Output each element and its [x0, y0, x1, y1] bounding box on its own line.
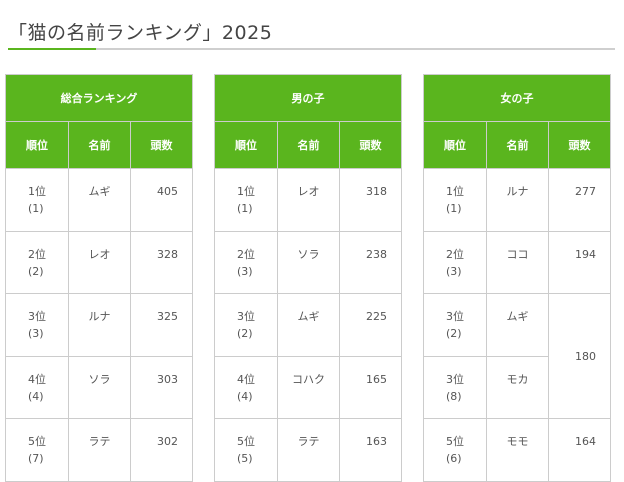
rank-cell: 3位 (3) — [5, 293, 69, 357]
name-cell: ラテ — [277, 418, 340, 482]
count-cell: 165 — [339, 355, 402, 419]
name-cell: レオ — [277, 168, 340, 232]
table-row: 3位 (8) モカ — [423, 355, 611, 419]
rank-cell: 2位 (2) — [5, 230, 69, 294]
table-row: 4位 (4) ソラ 303 — [5, 355, 193, 419]
table-row: 2位 (3) ココ 194 — [423, 230, 611, 294]
column-header-count: 頭数 — [548, 121, 611, 169]
count-cell: 164 — [548, 418, 611, 482]
table-row: 1位 (1) ルナ 277 — [423, 168, 611, 232]
title-divider — [8, 48, 615, 50]
name-cell: ルナ — [486, 168, 549, 232]
page-title: 「猫の名前ランキング」2025 — [8, 22, 273, 44]
title-divider-accent — [8, 48, 96, 50]
name-cell: ムギ — [68, 168, 131, 232]
count-cell: 163 — [339, 418, 402, 482]
table-row: 5位 (7) ラテ 302 — [5, 418, 193, 482]
rank-cell: 2位 (3) — [423, 230, 487, 294]
rank-cell: 4位 (4) — [214, 355, 278, 419]
rank-cell: 3位 (2) — [214, 293, 278, 357]
count-cell: 194 — [548, 230, 611, 294]
column-header-rank: 順位 — [214, 121, 278, 169]
table-row: 1位 (1) ムギ 405 — [5, 168, 193, 232]
name-cell: ソラ — [68, 355, 131, 419]
count-cell: 225 — [339, 293, 402, 357]
name-cell: モモ — [486, 418, 549, 482]
overall-ranking-table: 総合ランキング 順位 名前 頭数 1位 (1) ムギ 405 2位 (2) レオ 3… — [5, 74, 193, 482]
rank-cell: 2位 (3) — [214, 230, 278, 294]
name-cell: ムギ — [277, 293, 340, 357]
table-row: 5位 (6) モモ 164 — [423, 418, 611, 482]
count-cell: 325 — [130, 293, 193, 357]
name-cell: ソラ — [277, 230, 340, 294]
column-header-name: 名前 — [486, 121, 549, 169]
column-header-count: 頭数 — [339, 121, 402, 169]
table-row: 3位 (2) ムギ 225 — [214, 293, 402, 357]
rank-cell: 5位 (6) — [423, 418, 487, 482]
rank-cell: 5位 (5) — [214, 418, 278, 482]
rank-cell: 4位 (4) — [5, 355, 69, 419]
count-cell: 405 — [130, 168, 193, 232]
table-row: 3位 (3) ルナ 325 — [5, 293, 193, 357]
count-cell: 238 — [339, 230, 402, 294]
rank-cell: 3位 (8) — [423, 355, 487, 419]
table-row: 4位 (4) コハク 165 — [214, 355, 402, 419]
count-cell: 318 — [339, 168, 402, 232]
table-row: 1位 (1) レオ 318 — [214, 168, 402, 232]
column-header-rank: 順位 — [5, 121, 69, 169]
male-ranking-table: 男の子 順位 名前 頭数 1位 (1) レオ 318 2位 (3) ソラ 238 3… — [214, 74, 402, 482]
name-cell: ムギ — [486, 293, 549, 357]
table-row: 5位 (5) ラテ 163 — [214, 418, 402, 482]
table-row: 2位 (3) ソラ 238 — [214, 230, 402, 294]
rank-cell: 1位 (1) — [5, 168, 69, 232]
name-cell: コハク — [277, 355, 340, 419]
female-ranking-table: 女の子 順位 名前 頭数 1位 (1) ルナ 277 2位 (3) ココ 194 3… — [423, 74, 611, 482]
column-header-rank: 順位 — [423, 121, 487, 169]
table-caption: 女の子 — [423, 74, 611, 122]
table-row: 2位 (2) レオ 328 — [5, 230, 193, 294]
column-header-count: 頭数 — [130, 121, 193, 169]
name-cell: モカ — [486, 355, 549, 419]
count-cell: 302 — [130, 418, 193, 482]
table-caption: 男の子 — [214, 74, 402, 122]
rank-cell: 1位 (1) — [214, 168, 278, 232]
table-row: 3位 (2) ムギ 180 — [423, 293, 611, 419]
name-cell: ココ — [486, 230, 549, 294]
rank-cell: 1位 (1) — [423, 168, 487, 232]
count-cell: 303 — [130, 355, 193, 419]
rank-cell: 3位 (2) — [423, 293, 487, 357]
count-cell: 328 — [130, 230, 193, 294]
rank-cell: 5位 (7) — [5, 418, 69, 482]
table-caption: 総合ランキング — [5, 74, 193, 122]
column-header-name: 名前 — [68, 121, 131, 169]
name-cell: ラテ — [68, 418, 131, 482]
column-header-name: 名前 — [277, 121, 340, 169]
name-cell: レオ — [68, 230, 131, 294]
name-cell: ルナ — [68, 293, 131, 357]
count-cell: 277 — [548, 168, 611, 232]
count-cell-merged: 180 — [548, 293, 611, 419]
